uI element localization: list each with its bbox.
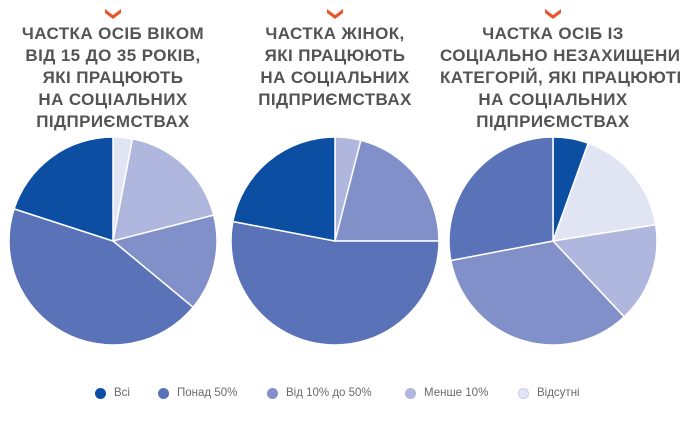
pie-slice — [552, 223, 658, 318]
legend-item-vsi: Всі — [95, 383, 130, 403]
chart-title: ЧАСТКА ЖІНОК, ЯКІ ПРАЦЮЮТЬ НА СОЦІАЛЬНИХ… — [222, 23, 448, 111]
pie-slice — [112, 138, 215, 242]
chevron-down-icon — [105, 9, 121, 19]
chart-youth: ЧАСТКА ОСІБ ВІКОМ ВІД 15 ДО 35 РОКІВ, ЯК… — [0, 0, 226, 360]
legend-item-under-10: Менше 10% — [405, 383, 488, 403]
legend-swatch — [405, 387, 416, 399]
chart-title-line: ЯКІ ПРАЦЮЮТЬ — [42, 68, 184, 87]
pie-chart — [448, 136, 658, 346]
legend-swatch — [518, 387, 529, 399]
pie-slice — [8, 208, 194, 346]
legend-label: Понад 50% — [177, 387, 238, 399]
pie-slice — [334, 139, 440, 242]
legend-swatch — [95, 387, 106, 399]
pie-slice — [13, 136, 114, 242]
legend-swatch — [158, 387, 169, 399]
legend-label: Відсутні — [537, 387, 580, 399]
chart-title-line: НА СОЦІАЛЬНИХ — [38, 90, 188, 109]
pie-chart — [8, 136, 218, 346]
legend-swatch — [267, 387, 278, 399]
legend-label: Від 10% до 50% — [286, 387, 372, 399]
chart-title-line: ЯКІ ПРАЦЮЮТЬ — [264, 46, 406, 65]
legend-item-over-50: Понад 50% — [158, 383, 237, 403]
chart-title: ЧАСТКА ОСІБ ІЗ СОЦІАЛЬНО НЕЗАХИЩЕНИХ КАТ… — [440, 23, 680, 133]
pie-slice — [552, 142, 657, 242]
chart-title-line: ПІДПРИЄМСТВАХ — [258, 90, 412, 109]
chevron-down-icon — [545, 9, 561, 19]
chart-title-line: КАТЕГОРІЙ, ЯКІ ПРАЦЮЮТЬ — [440, 68, 680, 87]
chart-title-line: ПІДПРИЄМСТВАХ — [476, 112, 630, 131]
pie-chart — [230, 136, 440, 346]
chart-title-line: ЧАСТКА ОСІБ ІЗ — [482, 24, 624, 43]
chart-title-line: НА СОЦІАЛЬНИХ — [260, 68, 410, 87]
chart-title: ЧАСТКА ОСІБ ВІКОМ ВІД 15 ДО 35 РОКІВ, ЯК… — [0, 23, 226, 133]
pie-slice — [230, 220, 440, 346]
legend: Всі Понад 50% Від 10% до 50% Менше 10% В… — [0, 383, 680, 403]
chart-women: ЧАСТКА ЖІНОК, ЯКІ ПРАЦЮЮТЬ НА СОЦІАЛЬНИХ… — [222, 0, 448, 360]
chevron-down-icon — [327, 9, 343, 19]
legend-item-10-50: Від 10% до 50% — [267, 383, 372, 403]
legend-item-absent: Відсутні — [518, 383, 580, 403]
chart-title-line: ВІД 15 ДО 35 РОКІВ, — [25, 46, 201, 65]
pie-slice — [112, 214, 218, 309]
chart-title-line: НА СОЦІАЛЬНИХ — [478, 90, 628, 109]
pie-slice — [448, 136, 554, 262]
legend-label: Менше 10% — [424, 387, 489, 399]
chart-title-line: ЧАСТКА ЖІНОК, — [265, 24, 405, 43]
chart-title-line: ПІДПРИЄМСТВАХ — [36, 112, 190, 131]
chart-title-line: СОЦІАЛЬНО НЕЗАХИЩЕНИХ — [440, 46, 680, 65]
chart-vulnerable: ЧАСТКА ОСІБ ІЗ СОЦІАЛЬНО НЕЗАХИЩЕНИХ КАТ… — [440, 0, 680, 360]
chart-title-line: ЧАСТКА ОСІБ ВІКОМ — [21, 24, 205, 43]
pie-slice — [232, 136, 336, 242]
pie-slice — [450, 240, 625, 346]
legend-label: Всі — [114, 387, 130, 399]
